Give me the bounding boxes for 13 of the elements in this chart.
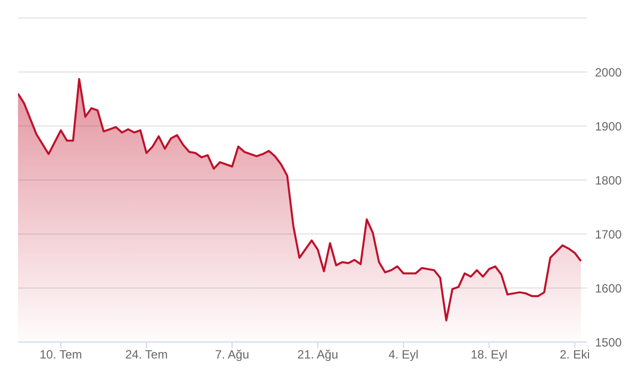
x-tick-label: 4. Eyl — [388, 348, 418, 362]
x-tick-label: 2. Eki — [560, 348, 590, 362]
y-tick-label: 1500 — [595, 335, 622, 350]
y-tick-label: 1600 — [595, 281, 622, 296]
y-tick-label: 2000 — [595, 65, 622, 80]
y-tick-label: 1700 — [595, 227, 622, 242]
x-tick-label: 21. Ağu — [297, 348, 338, 362]
y-tick-label: 1900 — [595, 119, 622, 134]
x-tick-label: 7. Ağu — [215, 348, 250, 362]
y-tick-label: 1800 — [595, 173, 622, 188]
x-tick-label: 24. Tem — [125, 348, 168, 362]
x-tick-label: 10. Tem — [40, 348, 82, 362]
x-tick-label: 18. Eyl — [470, 348, 508, 362]
